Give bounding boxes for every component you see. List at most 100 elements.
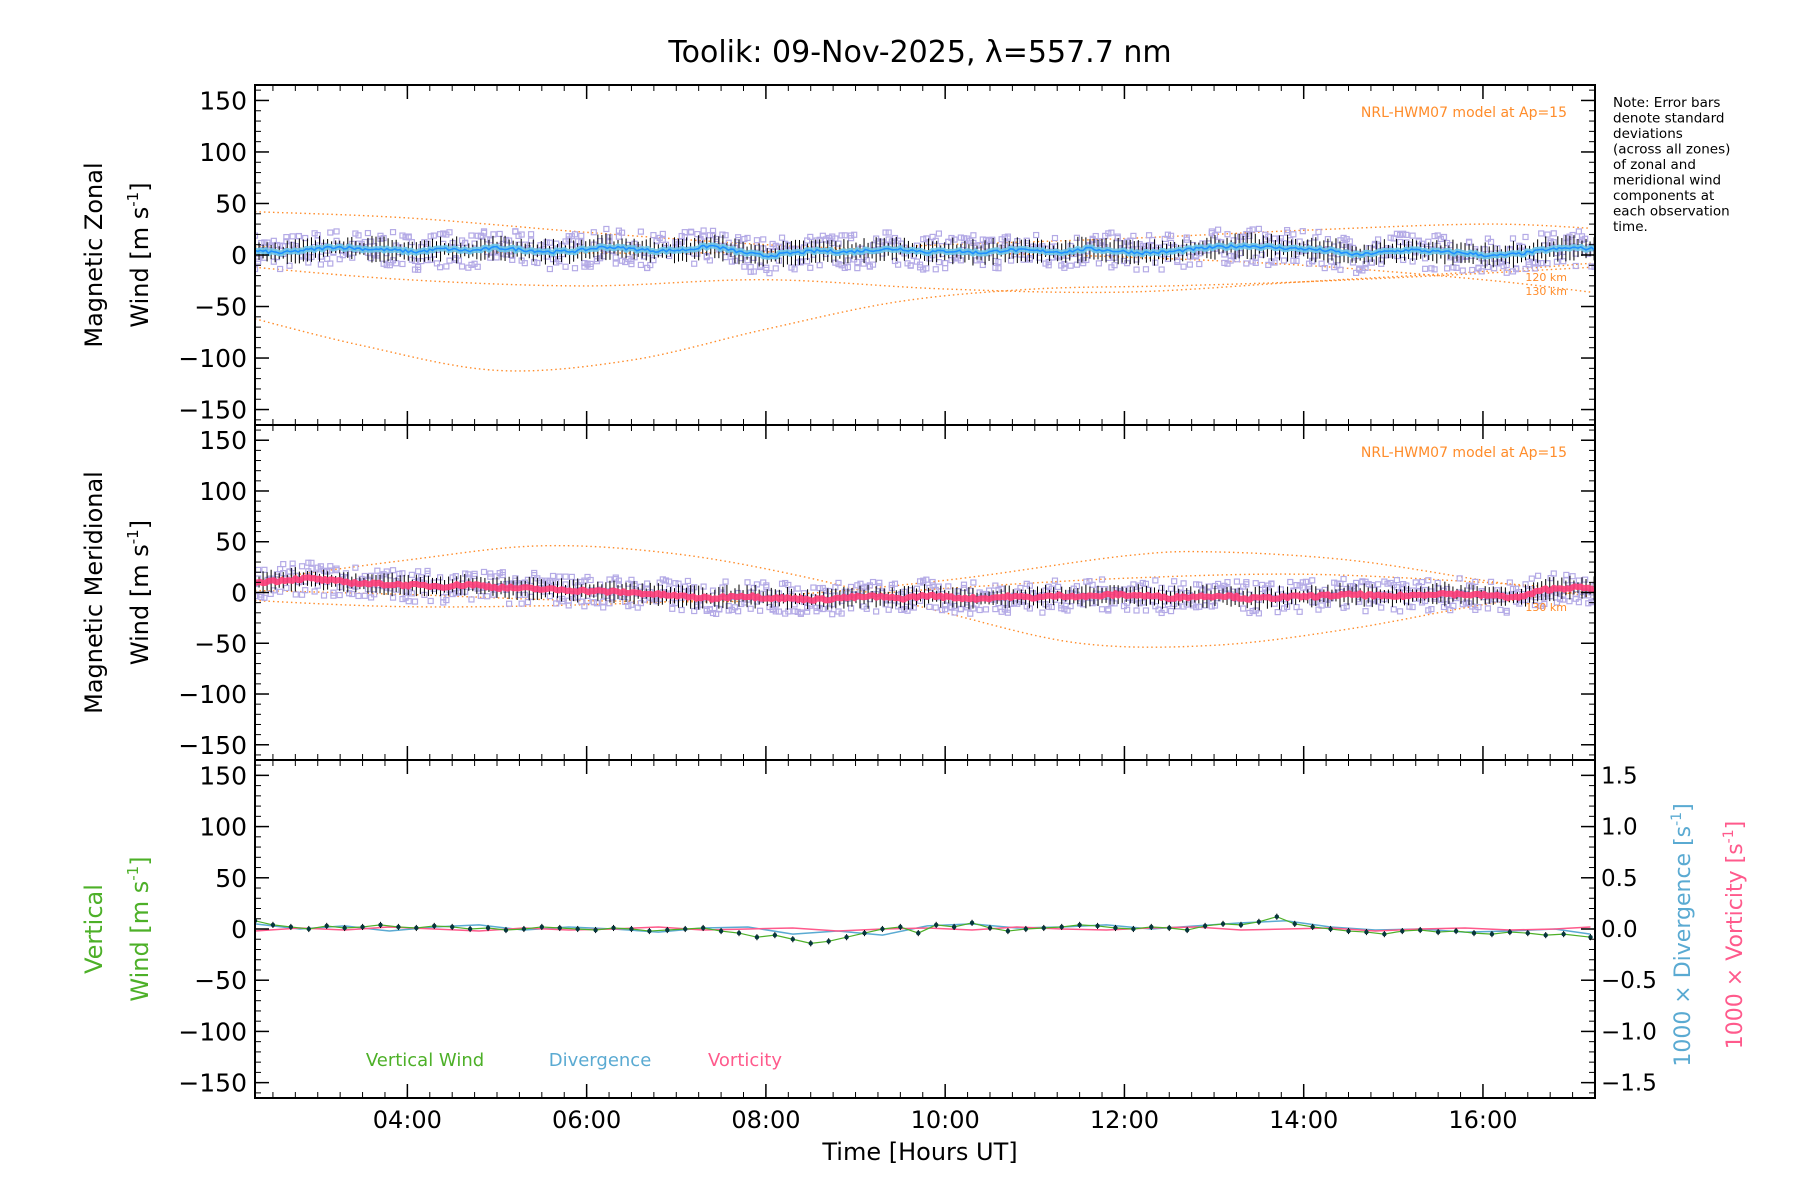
- zone-wind-point: [424, 257, 431, 264]
- zone-wind-point: [261, 566, 268, 573]
- zone-wind-point: [910, 604, 917, 611]
- zone-wind-point: [593, 600, 601, 607]
- zone-wind-point: [1167, 608, 1175, 615]
- zone-wind-point: [1349, 244, 1357, 252]
- zone-wind-point: [361, 572, 368, 580]
- zone-wind-point: [1582, 235, 1589, 242]
- right-tick-label: −0.5: [1601, 968, 1657, 994]
- zone-wind-point: [756, 607, 764, 614]
- zone-wind-point: [1387, 234, 1394, 241]
- zone-wind-point: [399, 595, 406, 603]
- zone-wind-point: [584, 597, 591, 604]
- zone-wind-point: [992, 582, 999, 589]
- zone-wind-point: [458, 263, 466, 270]
- zone-wind-point: [311, 588, 318, 595]
- zone-wind-point: [644, 580, 651, 587]
- zone-wind-point: [662, 577, 670, 584]
- zone-wind-point: [1193, 604, 1200, 611]
- zone-wind-point: [1491, 265, 1498, 272]
- zone-wind-point: [509, 256, 516, 263]
- zone-wind-point: [1089, 581, 1096, 588]
- zone-wind-point: [1274, 609, 1281, 616]
- zone-wind-point: [672, 580, 679, 587]
- zone-wind-point: [650, 232, 657, 239]
- y-tick-label: 0: [231, 241, 247, 270]
- vertical-wind-point: [1453, 928, 1459, 934]
- zone-wind-point: [992, 605, 999, 613]
- y-tick-label: 50: [215, 864, 247, 893]
- zone-wind-point: [804, 237, 811, 244]
- zonal-wind-core-line: [255, 244, 1595, 258]
- vertical-wind-point: [1525, 930, 1530, 936]
- zone-wind-point: [527, 231, 535, 238]
- zone-wind-point: [311, 230, 318, 237]
- zone-wind-point: [1487, 238, 1495, 246]
- zone-wind-point: [791, 266, 798, 273]
- zone-wind-point: [1378, 604, 1385, 611]
- panel-plot-area: [255, 211, 1595, 372]
- y-tick-label: −100: [178, 344, 247, 373]
- zone-wind-point: [452, 256, 459, 263]
- vertical-wind-point: [1184, 927, 1190, 933]
- zone-wind-point: [1396, 231, 1404, 238]
- zone-wind-point: [1073, 261, 1081, 268]
- altitude-label: 120 km: [1525, 271, 1567, 284]
- zone-wind-point: [427, 597, 434, 605]
- zone-wind-point: [1249, 258, 1256, 265]
- zone-wind-point: [625, 255, 632, 263]
- zone-wind-point: [960, 584, 968, 592]
- zone-wind-point: [1434, 579, 1441, 587]
- zone-wind-point: [957, 234, 964, 241]
- zone-wind-point: [932, 266, 939, 273]
- zone-wind-point: [440, 230, 447, 237]
- zone-wind-point: [1431, 233, 1438, 240]
- zone-wind-point: [581, 577, 588, 584]
- vertical-wind-point: [898, 924, 903, 930]
- vertical-wind-point: [1149, 924, 1154, 930]
- zone-wind-point: [982, 243, 990, 250]
- zone-wind-point: [1193, 253, 1200, 260]
- zone-wind-point: [352, 230, 359, 237]
- zone-wind-point: [1152, 577, 1159, 584]
- zone-wind-point: [778, 234, 786, 241]
- vertical-wind-point: [683, 926, 688, 932]
- zone-wind-point: [863, 257, 870, 264]
- zone-wind-point: [1051, 234, 1059, 242]
- zone-wind-point: [571, 265, 579, 272]
- zone-wind-point: [1415, 582, 1422, 590]
- zone-wind-point: [480, 229, 488, 236]
- zone-wind-point: [1293, 257, 1300, 264]
- zone-wind-point: [1017, 598, 1024, 606]
- y-tick-label: 0: [231, 579, 247, 608]
- zone-wind-point: [995, 258, 1002, 266]
- zone-wind-point: [1051, 577, 1059, 584]
- zone-wind-point: [612, 254, 619, 261]
- x-tick-label: 04:00: [373, 1106, 442, 1134]
- zone-wind-point: [700, 233, 707, 240]
- zone-wind-point: [474, 263, 481, 270]
- zone-wind-point: [1167, 585, 1175, 592]
- zone-wind-point: [1390, 606, 1397, 613]
- zone-wind-point: [402, 594, 409, 601]
- zone-wind-point: [709, 609, 717, 617]
- zone-wind-point: [1124, 238, 1131, 245]
- zone-wind-point: [465, 571, 472, 578]
- vertical-wind-point: [772, 932, 778, 938]
- zone-wind-point: [1236, 250, 1244, 257]
- zone-wind-point: [1478, 268, 1485, 275]
- zone-wind-point: [1560, 592, 1567, 599]
- zone-wind-point: [863, 583, 870, 590]
- zone-wind-point: [346, 590, 353, 597]
- zone-wind-point: [411, 598, 419, 605]
- ylabel-close: ]: [126, 520, 154, 529]
- note-line: Note: Error bars: [1613, 95, 1720, 111]
- zone-wind-point: [869, 242, 877, 249]
- zone-wind-point: [976, 242, 983, 249]
- zone-wind-point: [1513, 265, 1520, 272]
- zone-wind-point: [1378, 260, 1385, 267]
- zone-wind-point: [276, 265, 284, 273]
- zone-wind-point: [1214, 226, 1222, 233]
- zone-wind-point: [985, 237, 993, 244]
- zone-wind-point: [1462, 599, 1470, 606]
